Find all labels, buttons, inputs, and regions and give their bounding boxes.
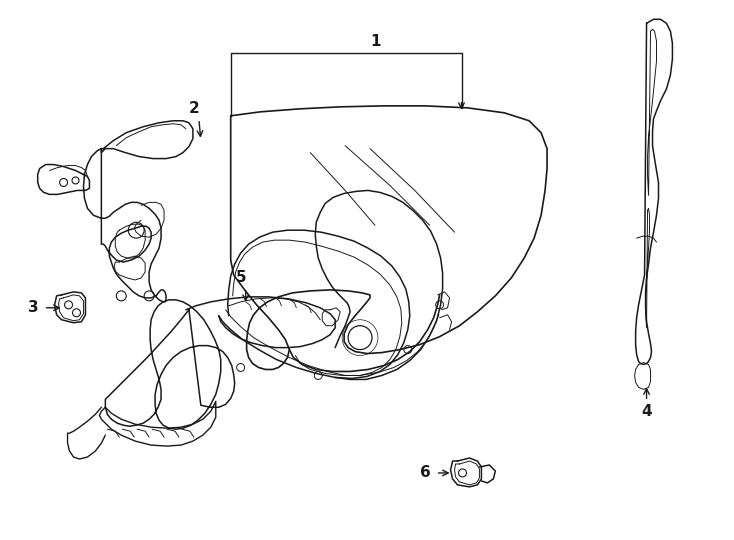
Text: 2: 2	[189, 102, 199, 116]
Text: 1: 1	[371, 33, 381, 49]
Text: 5: 5	[236, 271, 246, 286]
Text: 6: 6	[421, 465, 431, 481]
Text: 4: 4	[642, 404, 652, 418]
Text: 3: 3	[29, 300, 39, 315]
